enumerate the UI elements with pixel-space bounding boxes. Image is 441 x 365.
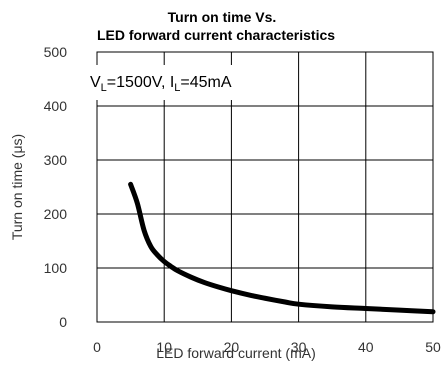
x-tick-label: 40 bbox=[358, 339, 374, 355]
x-tick-label: 30 bbox=[291, 339, 307, 355]
annotation-v-value: =1500V, bbox=[107, 74, 170, 91]
y-tick-labels: 0 100 200 300 400 500 bbox=[44, 44, 68, 330]
annotation-box: VL=1500V, IL=45mA bbox=[83, 65, 275, 100]
y-tick-label: 100 bbox=[44, 260, 68, 276]
x-tick-label: 50 bbox=[425, 339, 441, 355]
annotation-i: I bbox=[170, 74, 174, 91]
chart-title-line2: LED forward current characteristics bbox=[97, 27, 335, 43]
y-tick-label: 500 bbox=[44, 44, 68, 60]
series-line bbox=[128, 181, 436, 315]
y-axis-label: Turn on time (μs) bbox=[9, 134, 25, 240]
x-axis-label: LED forward current (mA) bbox=[156, 345, 315, 361]
annotation-text: VL=1500V, IL=45mA bbox=[90, 74, 232, 94]
y-tick-label: 200 bbox=[44, 206, 68, 222]
x-tick-label: 10 bbox=[156, 339, 172, 355]
annotation-i-value: =45mA bbox=[180, 74, 231, 91]
annotation-v: V bbox=[90, 74, 101, 91]
annotation-v-sub: L bbox=[101, 82, 107, 94]
chart-title-line1: Turn on time Vs. bbox=[168, 9, 277, 25]
x-tick-label: 20 bbox=[224, 339, 240, 355]
y-tick-label: 400 bbox=[44, 98, 68, 114]
series-group bbox=[128, 181, 436, 315]
x-tick-label: 0 bbox=[93, 339, 101, 355]
x-tick-labels: 0 10 20 30 40 50 bbox=[93, 339, 441, 355]
plot-frame bbox=[96, 51, 434, 323]
annotation-i-sub: L bbox=[174, 82, 180, 94]
y-tick-label: 300 bbox=[44, 152, 68, 168]
y-tick-label: 0 bbox=[59, 314, 67, 330]
